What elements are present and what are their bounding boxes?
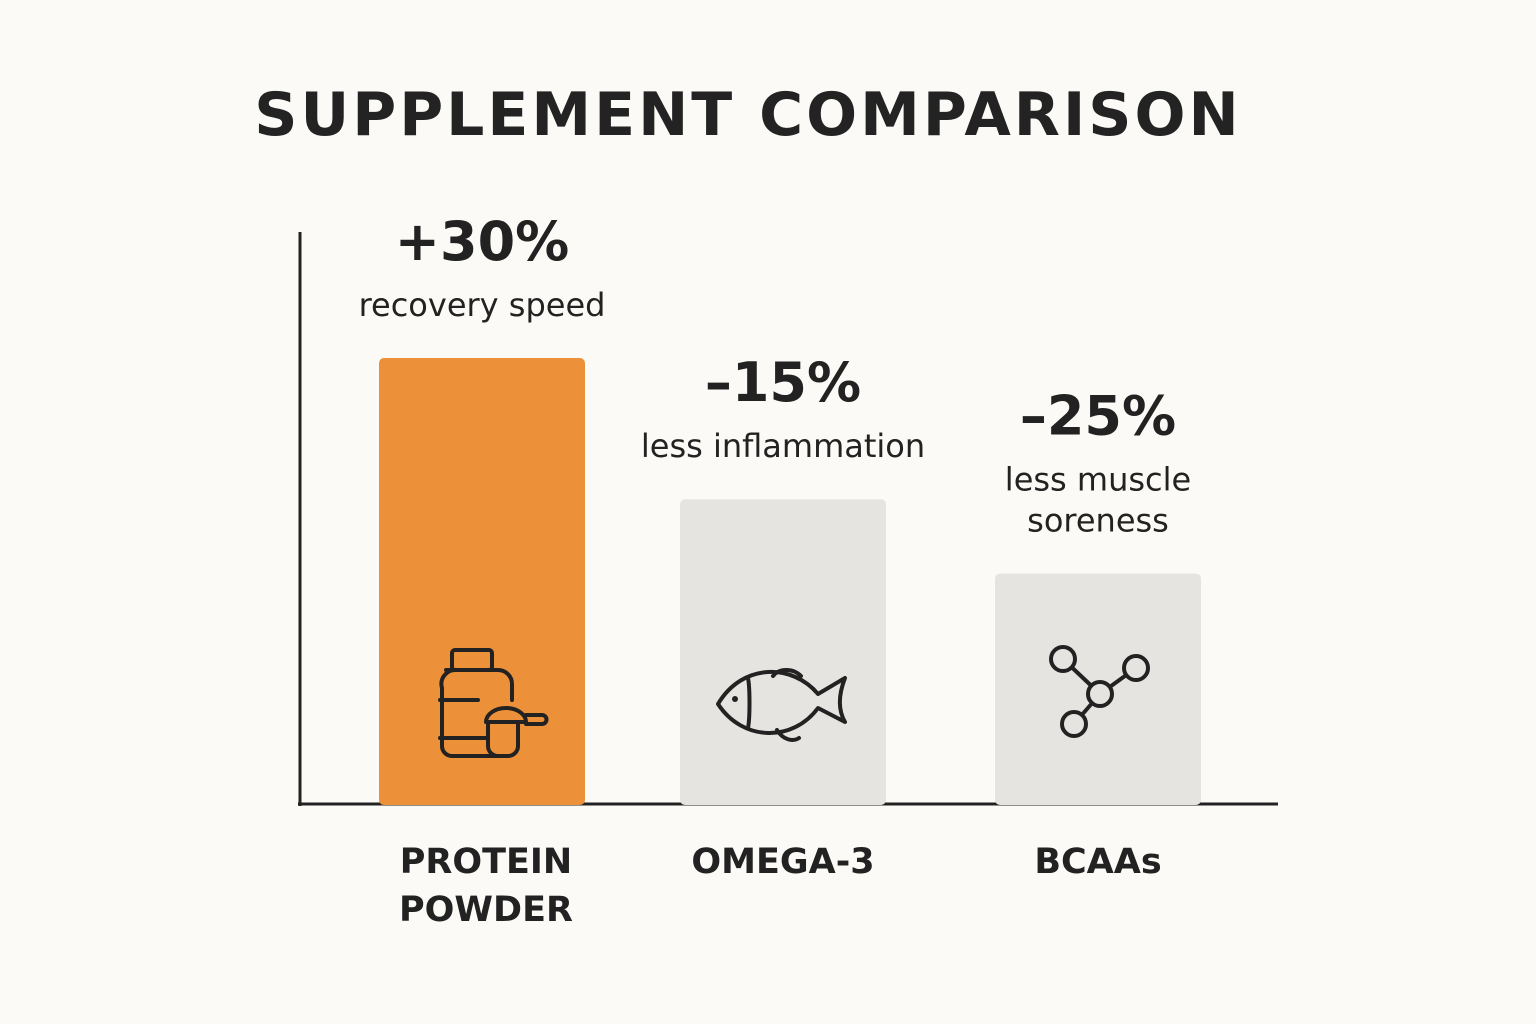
fish-icon	[716, 668, 847, 742]
value-label-0: +30%	[395, 210, 570, 273]
chart-title: SUPPLEMENT COMPARISON	[254, 80, 1242, 150]
value-label-1: –15%	[705, 351, 861, 414]
protein-jar-icon	[438, 648, 549, 758]
category-label-0: POWDER	[399, 890, 573, 930]
category-label-2: BCAAs	[1034, 842, 1161, 882]
bar-description-2: less muscle	[1005, 461, 1191, 499]
category-label-1: OMEGA-3	[691, 842, 874, 882]
bar-description-1: less inflammation	[641, 427, 925, 465]
bar-0	[379, 358, 585, 805]
category-label-0: PROTEIN	[400, 842, 572, 882]
bar-description-2: soreness	[1027, 502, 1169, 540]
molecule-icon	[1049, 645, 1150, 738]
bar-1	[680, 499, 886, 805]
bar-description-0: recovery speed	[359, 286, 606, 324]
value-label-2: –25%	[1020, 385, 1176, 448]
